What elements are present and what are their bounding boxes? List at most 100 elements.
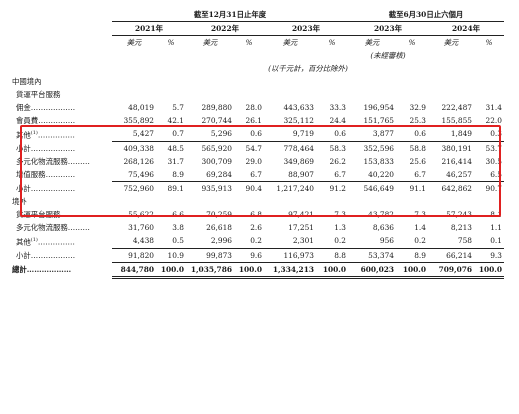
percent-cell: 8.1 — [490, 209, 502, 219]
percent-unit-label: % — [408, 38, 416, 47]
amount-cell: 1,334,213 — [264, 261, 316, 279]
table-row: 小計……………… 752,960 89.1 935,913 90.4 1,217,240 9… — [12, 180, 504, 195]
amount-cell: 91,820 — [112, 247, 156, 263]
table-row: 小計……………… 91,820 10.9 99,873 9.6 116,973 8.8 53,… — [12, 247, 504, 263]
amount-cell: 17,251 — [288, 222, 314, 232]
amount-cell: 31,760 — [128, 222, 154, 232]
percent-cell: 58.8 — [396, 140, 428, 155]
row-label: 多元化物流服務……… — [12, 155, 112, 168]
amount-cell: 3,877 — [372, 129, 394, 139]
percent-cell: 91.2 — [316, 180, 348, 195]
percent-cell: 6.6 — [172, 209, 184, 219]
amount-cell: 758 — [457, 236, 472, 246]
percent-cell: 25.6 — [409, 156, 426, 166]
table-row: 總計……………… 844,780 100.0 1,035,786 100.0 1,334,… — [12, 261, 504, 279]
percent-cell: 32.9 — [409, 103, 426, 112]
amount-cell: 66,214 — [428, 247, 474, 263]
row-label-text: 其他 — [16, 130, 31, 140]
amount-cell: 752,960 — [112, 180, 156, 195]
unaudited-note: (未經審核) — [370, 51, 406, 60]
period-group-row: 截至12月31日止年度 截至6月30日止六個月 — [12, 8, 504, 22]
percent-cell: 42.1 — [167, 116, 184, 125]
row-label: 會員費…………… — [12, 114, 112, 127]
percent-cell: 0.1 — [490, 236, 502, 246]
amount-unit-label: 美元 — [443, 38, 459, 47]
amount-cell: 409,338 — [112, 140, 156, 155]
percent-cell: 8.9 — [396, 247, 428, 263]
amount-unit-label: 美元 — [282, 38, 298, 47]
percent-cell: 9.3 — [474, 247, 504, 263]
percent-cell: 90.4 — [234, 180, 264, 195]
percent-cell: 29.0 — [245, 156, 262, 166]
revenue-breakdown-table: 截至12月31日止年度 截至6月30日止六個月 2021年 2022年 2023… — [12, 8, 504, 279]
row-label-text: 佣金 — [16, 103, 31, 112]
table-row: 增值服務………… 75,496 8.9 69,284 6.7 88,907 6.7 40,22… — [12, 168, 504, 182]
table-row: 境外 — [12, 195, 504, 208]
amount-cell: 196,954 — [363, 103, 394, 112]
year-header: 2023年 — [264, 21, 348, 36]
percent-cell: 100.0 — [316, 261, 348, 279]
percent-cell: 33.3 — [329, 103, 346, 112]
amount-cell: 1,217,240 — [264, 180, 316, 195]
percent-cell: 5.7 — [172, 103, 184, 112]
percent-cell: 58.3 — [316, 140, 348, 155]
unaudited-row: (未經審核) — [12, 49, 504, 62]
amount-cell: 4,438 — [132, 236, 154, 246]
leader-dots: ……………… — [30, 250, 76, 260]
row-label: 增值服務………… — [12, 168, 112, 182]
amount-cell: 1,035,786 — [186, 261, 234, 279]
amount-cell: 88,907 — [288, 169, 314, 179]
percent-cell: 1.4 — [414, 222, 426, 232]
percent-cell: 6.7 — [250, 169, 262, 179]
amount-cell: 778,464 — [264, 140, 316, 155]
percent-cell: 2.6 — [250, 222, 262, 232]
amount-cell: 155,855 — [441, 116, 472, 125]
amount-cell: 600,023 — [348, 261, 396, 279]
amount-cell: 69,284 — [206, 169, 232, 179]
amount-cell: 48,019 — [128, 103, 154, 112]
amount-cell: 216,414 — [441, 156, 472, 166]
table-body: 中國境內 貨運平台服務 佣金……………… 48,019 5.7 289,880 28.0 44… — [12, 75, 504, 279]
year-header: 2024年 — [428, 21, 504, 36]
row-label: 貨運平台服務……… — [12, 208, 112, 221]
row-label: 佣金……………… — [12, 101, 112, 114]
row-label-text: 其他 — [16, 237, 31, 247]
leader-dots: ……………… — [30, 103, 76, 112]
percent-unit-label: % — [485, 38, 493, 47]
percent-cell: 90.7 — [474, 180, 504, 195]
row-label: 小計……………… — [12, 181, 112, 195]
amount-cell: 844,780 — [112, 261, 156, 279]
amount-cell: 9,719 — [292, 129, 314, 139]
row-label: 小計……………… — [12, 248, 112, 262]
amount-cell: 352,596 — [348, 140, 396, 155]
amount-cell: 325,112 — [283, 116, 314, 125]
amount-cell: 151,765 — [363, 116, 394, 125]
row-label-text: 增值服務 — [16, 170, 46, 180]
row-label: 總計……………… — [12, 262, 112, 277]
percent-cell: 6.5 — [490, 169, 502, 179]
amount-cell: 300,709 — [201, 156, 232, 166]
amount-cell: 2,996 — [210, 236, 232, 246]
amount-cell: 57,243 — [446, 209, 472, 219]
year-header: 2021年 — [112, 21, 186, 36]
percent-cell: 1.3 — [334, 222, 346, 232]
percent-cell: 0.6 — [414, 129, 426, 139]
row-label-text: 多元化物流服務 — [16, 156, 68, 166]
footnote-marker: (1) — [30, 236, 38, 243]
percent-cell: 0.2 — [414, 236, 426, 246]
percent-cell: 8.9 — [172, 169, 184, 179]
leader-dots: ……………… — [30, 183, 76, 193]
percent-cell: 89.1 — [156, 180, 186, 195]
row-label-text: 貨運平台服務 — [16, 90, 61, 99]
percent-cell: 28.0 — [245, 103, 262, 112]
percent-cell: 100.0 — [234, 261, 264, 279]
percent-cell: 31.4 — [485, 103, 502, 112]
amount-cell: 289,880 — [201, 103, 232, 112]
percent-cell: 0.6 — [334, 129, 346, 139]
percent-cell: 48.5 — [156, 140, 186, 155]
table-row: 貨運平台服務……… 55,622 6.6 70,259 6.8 97,421 7.3 43,7… — [12, 208, 504, 221]
amount-cell: 709,076 — [428, 261, 474, 279]
row-label: 中國境內 — [12, 75, 112, 88]
amount-unit-label: 美元 — [126, 38, 142, 47]
